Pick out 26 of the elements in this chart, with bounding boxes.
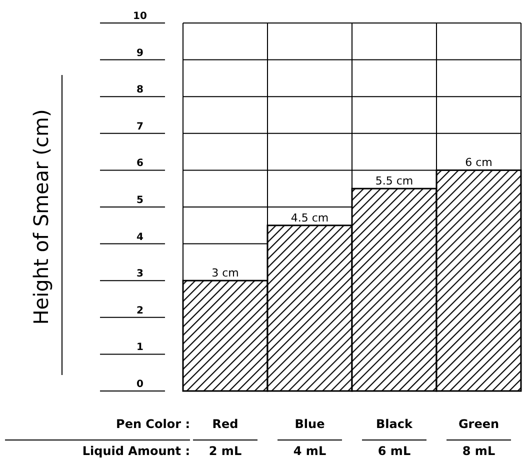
- x-tick-label: Black: [376, 417, 414, 431]
- y-tick-label: 7: [136, 121, 144, 132]
- y-tick-label: 8: [136, 84, 144, 96]
- y-tick-label: 6: [136, 158, 144, 170]
- text: 4 mL: [293, 444, 326, 458]
- y-tick-label: 9: [136, 48, 144, 59]
- data-label: 6 cm: [465, 156, 492, 170]
- y-tick-label: 4: [136, 232, 144, 243]
- y-tick-label: 2: [136, 305, 144, 316]
- y-tick-label: 0: [136, 379, 144, 390]
- text: 6 mL: [378, 444, 411, 458]
- data-label: 3 cm: [212, 266, 239, 280]
- data-label: 5.5 cm: [375, 174, 414, 188]
- y-axis-title: Height of Smear (cm): [29, 109, 53, 325]
- y-tick-label: 10: [133, 11, 147, 22]
- x-tick-label: Red: [212, 417, 238, 431]
- text: 8 mL: [462, 444, 496, 458]
- text: 2 mL: [208, 444, 242, 458]
- y-tick-label: 1: [136, 342, 144, 354]
- text: Liquid Amount :: [82, 444, 190, 458]
- y-tick-label: 3: [136, 268, 144, 280]
- data-label: 4.5 cm: [290, 211, 329, 224]
- y-tick-label: 5: [136, 195, 144, 206]
- x-tick-label: Green: [458, 417, 500, 431]
- x-axis-title: Pen Color :: [116, 417, 190, 431]
- x-tick-label: Blue: [294, 417, 325, 431]
